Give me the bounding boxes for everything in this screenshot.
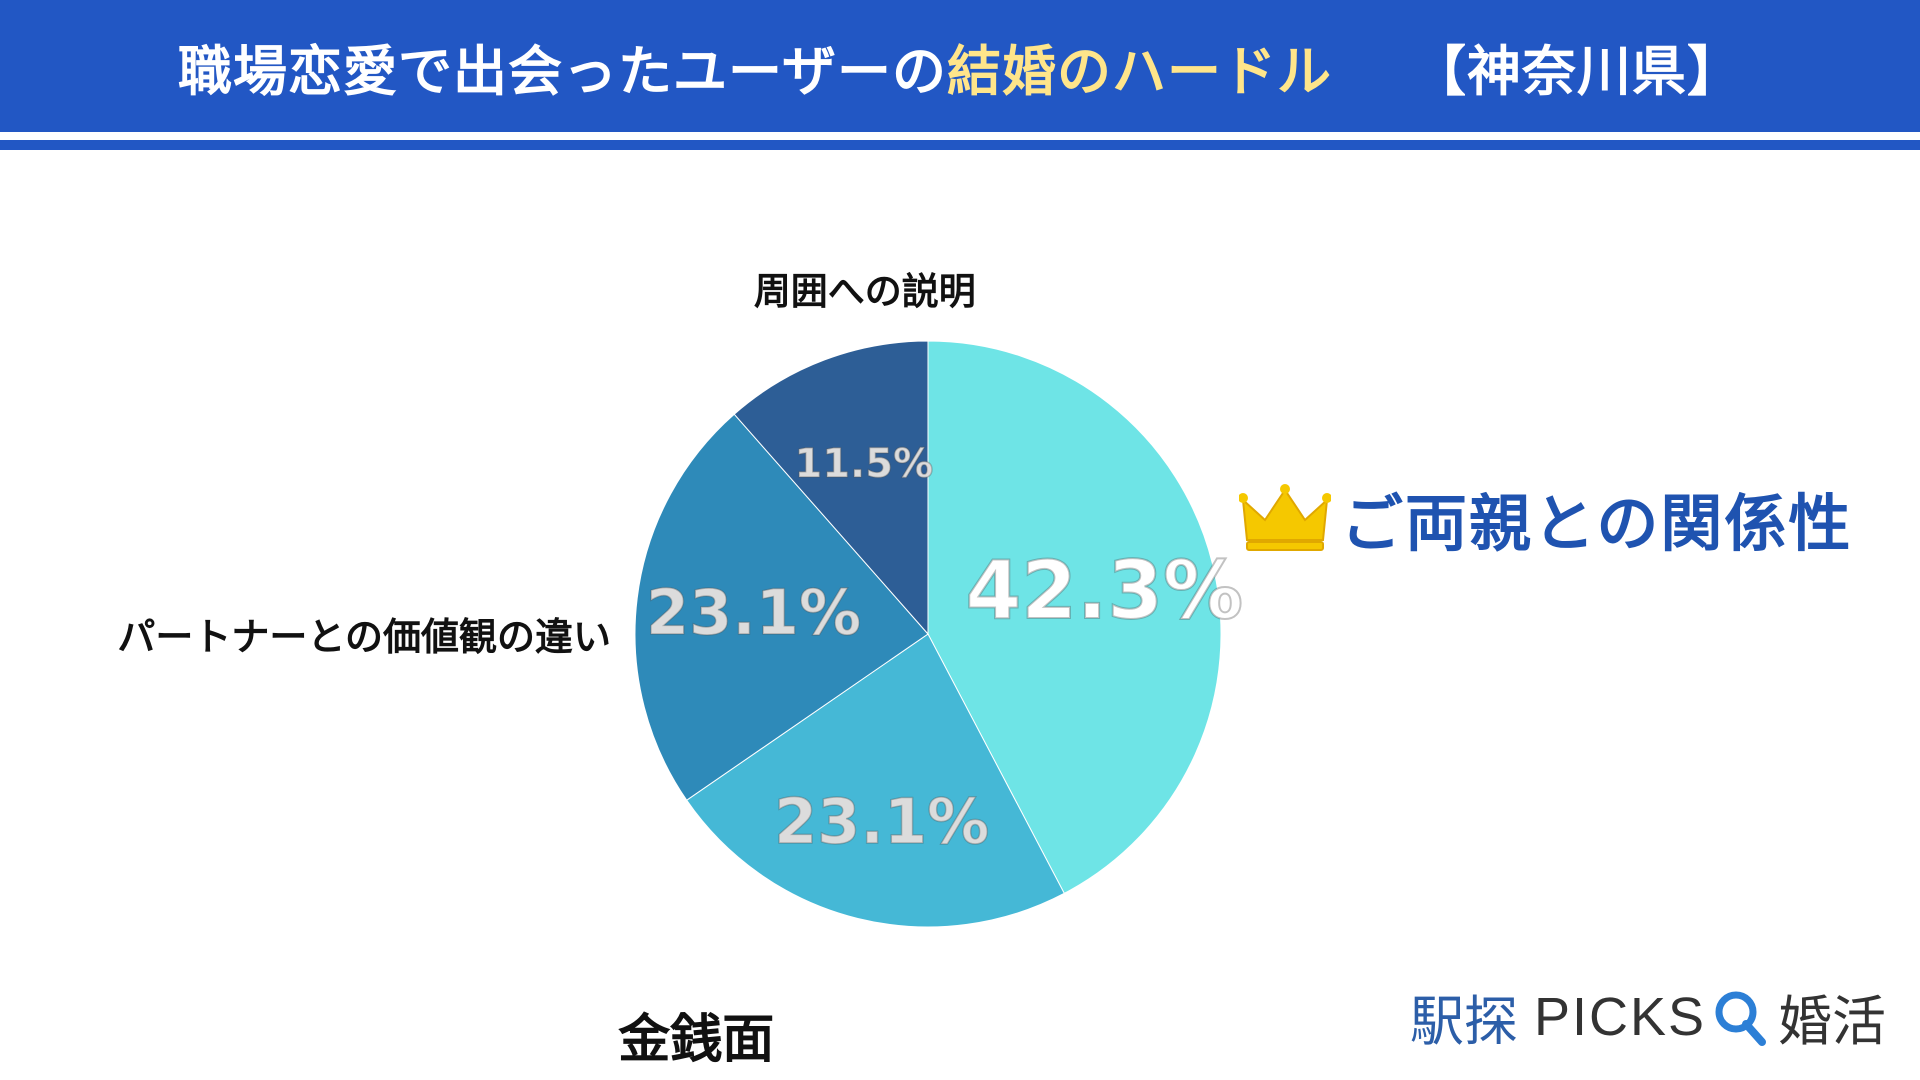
pie-slice <box>733 340 929 636</box>
pie-slice <box>686 633 1065 928</box>
slice-value-label: 42.3% <box>966 544 1244 637</box>
title-region: 【神奈川県】 <box>1411 39 1742 103</box>
page-title: 職場恋愛で出会ったユーザーの 結婚のハードル 【神奈川県】 <box>0 0 1920 132</box>
pie-values: 42.3% 23.1% 23.1% 11.5% <box>645 440 1244 859</box>
slice-label-values: パートナーとの価値観の違い <box>117 615 611 659</box>
crown-icon <box>1239 484 1331 552</box>
pie-slice <box>634 413 929 801</box>
slice-label-surroundings: 周囲への説明 <box>753 270 976 313</box>
header-divider <box>0 140 1920 150</box>
logo-picks: PICKS <box>1533 986 1706 1047</box>
top-slice-label: ご両親との関係性 <box>1239 473 1852 563</box>
slice-value-label: 23.1% <box>774 785 989 858</box>
brand-logo: 駅探 PICKS 婚活 <box>1410 977 1886 1056</box>
title-main: 職場恋愛で出会ったユーザーの <box>178 39 947 103</box>
header-bar <box>0 0 1920 132</box>
pie-slice <box>927 340 1222 895</box>
slice-value-label: 11.5% <box>794 441 933 487</box>
slice-value-label: 23.1% <box>646 576 861 649</box>
pie-slices <box>634 340 1222 928</box>
title-highlight: 結婚のハードル <box>946 39 1332 103</box>
top-slice-label-text: ご両親との関係性 <box>1341 487 1853 561</box>
logo-konkatsu: 婚活 <box>1778 990 1886 1053</box>
magnifier-icon <box>1715 991 1766 1046</box>
slice-label-money: 金銭面 <box>618 1010 775 1071</box>
logo-kanji: 駅探 <box>1409 990 1518 1053</box>
